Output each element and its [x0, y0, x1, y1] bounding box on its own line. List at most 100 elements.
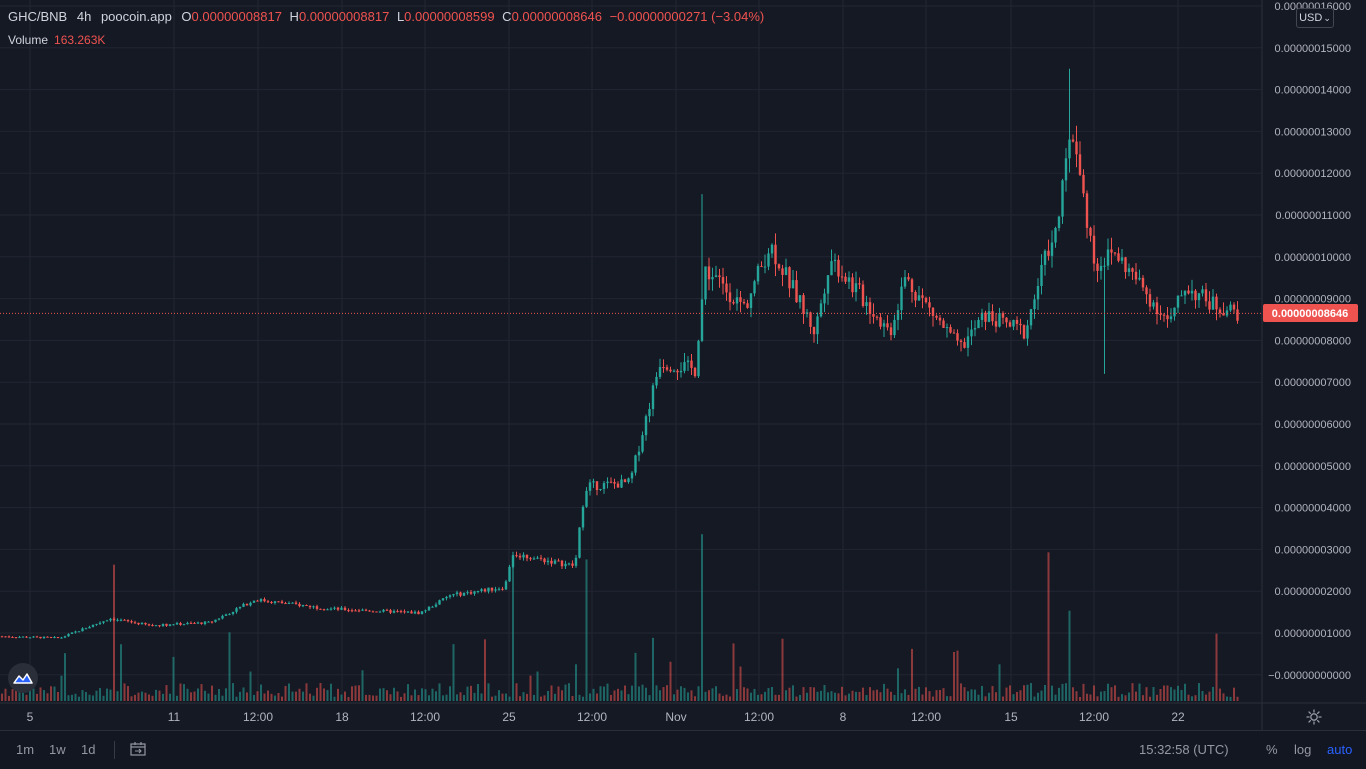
price-tick-label: 0.00000004000 — [1275, 503, 1351, 515]
interval-1d-button[interactable]: 1d — [81, 742, 96, 757]
candle-body — [228, 613, 231, 615]
volume-bar — [375, 695, 378, 701]
candle-body — [515, 555, 518, 557]
candle-body — [137, 622, 140, 625]
candle-body — [707, 266, 711, 280]
currency-dropdown[interactable]: USD⌄ — [1296, 8, 1334, 28]
volume-bar — [872, 690, 875, 701]
volume-bar — [858, 691, 861, 701]
candle-body — [1229, 304, 1232, 311]
volume-bar — [288, 683, 290, 701]
calendar-range-icon[interactable] — [129, 741, 147, 760]
log-scale-toggle[interactable]: log — [1294, 742, 1312, 757]
candle-body — [249, 602, 252, 606]
volume-bar — [578, 694, 581, 701]
volume-bar — [715, 686, 717, 701]
chart-grid — [0, 0, 1262, 703]
candle-body — [1183, 290, 1187, 296]
volume-bar — [207, 693, 210, 701]
symbol-label[interactable]: GHC/BNB — [8, 9, 68, 24]
volume-bar — [876, 689, 878, 701]
volume-bar — [32, 688, 35, 701]
volume-bar — [60, 675, 63, 701]
volume-bar — [1086, 693, 1088, 701]
candle-body — [963, 342, 966, 348]
candle-body — [186, 622, 189, 625]
volume-bar — [526, 693, 528, 701]
auto-scale-toggle[interactable]: auto — [1327, 742, 1353, 757]
percent-scale-toggle[interactable]: % — [1266, 742, 1278, 757]
candle-body — [21, 636, 25, 638]
candle-body — [1215, 296, 1218, 310]
volume-bar — [442, 695, 444, 701]
time-tick-label: 12:00 — [744, 710, 774, 724]
volume-bar — [428, 695, 430, 701]
interval-1m-button[interactable]: 1m — [16, 742, 35, 757]
volume-bar — [1187, 694, 1190, 701]
volume-bar — [799, 694, 801, 701]
volume-bar — [697, 686, 700, 701]
candle-body — [1092, 235, 1096, 264]
candle-body — [1068, 139, 1071, 159]
candle-body — [728, 292, 732, 303]
candle-body — [32, 636, 35, 638]
tradingview-logo-icon[interactable] — [8, 663, 38, 693]
candle-body — [466, 592, 469, 594]
volume-bar — [599, 686, 602, 701]
candle-body — [889, 327, 893, 336]
volume-bar — [382, 688, 385, 701]
candle-body — [0, 636, 4, 638]
candle-body — [774, 244, 777, 265]
volume-bar — [1131, 683, 1134, 701]
candle-body — [434, 604, 438, 607]
volume-bar — [1170, 687, 1172, 701]
candle-body — [543, 558, 546, 563]
timeframe-label[interactable]: 4h — [76, 9, 92, 24]
volume-bar — [666, 685, 668, 701]
candle-body — [949, 327, 952, 333]
candle-body — [1197, 293, 1201, 301]
source-label: poocoin.app — [100, 9, 172, 24]
candle-body — [837, 259, 840, 277]
volume-value: 163.263K — [54, 33, 106, 47]
candle-body — [641, 435, 644, 452]
candle-body — [396, 611, 399, 613]
volume-bar — [907, 694, 910, 701]
price-tick-label: 0.00000003000 — [1275, 544, 1351, 556]
candle-body — [592, 481, 595, 483]
volume-bar — [603, 686, 605, 701]
candle-body — [305, 604, 308, 606]
utc-clock[interactable]: 15:32:58 (UTC) — [1139, 742, 1229, 757]
volume-bar — [662, 687, 665, 701]
candle-body — [511, 555, 515, 567]
candle-body — [123, 619, 126, 621]
volume-bar — [508, 696, 511, 701]
volume-bar — [904, 689, 906, 701]
gear-icon[interactable] — [1306, 709, 1322, 730]
volume-bar — [466, 686, 469, 701]
close-label: C — [502, 9, 512, 24]
volume-bar — [830, 691, 833, 701]
volume-bar — [305, 683, 308, 701]
interval-1w-button[interactable]: 1w — [49, 742, 66, 757]
price-chart[interactable]: 0.000000160000.000000150000.000000140000… — [0, 0, 1366, 730]
volume-bar — [680, 686, 682, 701]
candle-body — [721, 277, 725, 284]
candle-body — [172, 624, 175, 626]
volume-bar — [1191, 696, 1193, 701]
candle-body — [1054, 228, 1057, 243]
volume-bar — [1229, 696, 1232, 701]
volume-bar — [1103, 691, 1106, 701]
candle-body — [928, 302, 931, 308]
volume-bar — [365, 694, 367, 701]
candle-body — [893, 319, 896, 336]
volume-bar — [708, 690, 710, 701]
candle-body — [571, 563, 574, 566]
candle-body — [942, 320, 945, 328]
volume-bar — [1009, 685, 1011, 701]
volume-bar — [722, 695, 724, 701]
candle-body — [977, 320, 980, 329]
volume-bar — [774, 694, 777, 701]
volume-bar — [1205, 694, 1207, 701]
candle-body — [1204, 289, 1208, 302]
